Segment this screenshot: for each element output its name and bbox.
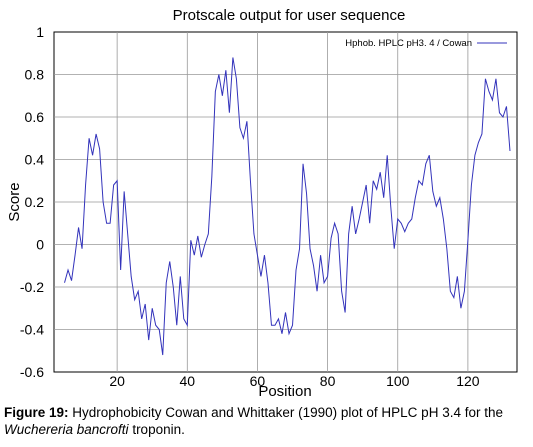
x-tick-labels: 20 40 60 80 100 120: [109, 373, 479, 389]
y-tick-label: 0.6: [25, 109, 45, 125]
legend-label: Hphob. HPLC pH3. 4 / Cowan: [345, 38, 472, 49]
chart-title: Protscale output for user sequence: [173, 7, 406, 24]
x-axis-label: Position: [258, 383, 311, 400]
y-tick-label: -0.2: [20, 279, 44, 295]
figure-caption: Figure 19: Hydrophobicity Cowan and Whit…: [4, 404, 529, 438]
y-tick-label: 0.8: [25, 67, 45, 83]
x-tick-label: 100: [386, 373, 410, 389]
y-tick-label: 1: [36, 24, 44, 40]
y-axis-label: Score: [6, 182, 23, 221]
y-tick-label: -0.6: [20, 364, 44, 380]
y-tick-labels: -0.6 -0.4 -0.2 0 0.2 0.4 0.6 0.8 1: [20, 24, 44, 380]
caption-species: Wuchereria bancrofti: [4, 422, 129, 437]
series-line: [64, 57, 511, 356]
x-tick-label: 20: [109, 373, 125, 389]
caption-text: Hydrophobicity Cowan and Whittaker (1990…: [68, 405, 503, 420]
y-tick-label: 0.4: [25, 152, 45, 168]
y-tick-label: 0.2: [25, 194, 45, 210]
legend: Hphob. HPLC pH3. 4 / Cowan: [345, 38, 507, 49]
caption-text-end: troponin.: [128, 422, 185, 437]
x-tick-label: 40: [179, 373, 195, 389]
y-tick-label: -0.4: [20, 322, 44, 338]
x-tick-label: 60: [250, 373, 266, 389]
chart: Protscale output for user sequence -0.6-…: [6, 7, 518, 400]
y-tick-label: 0: [36, 237, 44, 253]
gridlines: [54, 32, 517, 372]
caption-label: Figure 19:: [4, 405, 69, 420]
x-tick-label: 80: [320, 373, 336, 389]
x-tick-label: 120: [456, 373, 480, 389]
